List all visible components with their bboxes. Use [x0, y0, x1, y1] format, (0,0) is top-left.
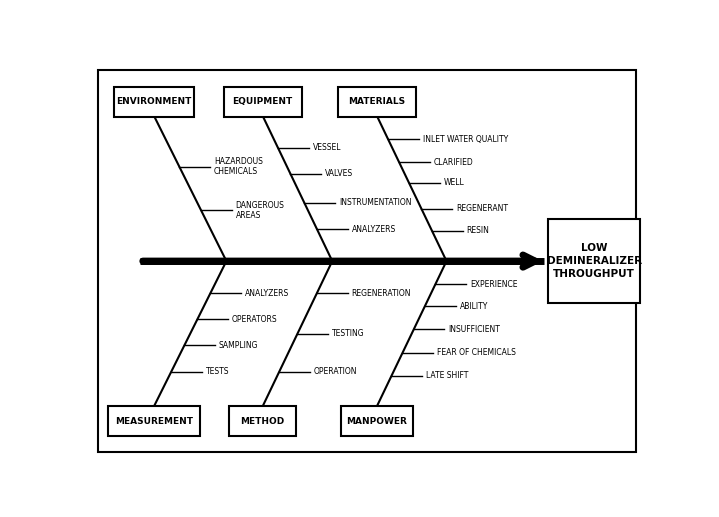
Text: SAMPLING: SAMPLING — [219, 341, 258, 350]
Text: REGENERATION: REGENERATION — [352, 288, 411, 298]
Text: FEAR OF CHEMICALS: FEAR OF CHEMICALS — [437, 348, 516, 357]
Text: LATE SHIFT: LATE SHIFT — [426, 371, 468, 381]
Text: OPERATORS: OPERATORS — [232, 315, 278, 324]
Text: ENVIRONMENT: ENVIRONMENT — [116, 97, 192, 107]
Text: TESTS: TESTS — [206, 367, 229, 376]
Text: ANALYZERS: ANALYZERS — [352, 224, 395, 234]
Text: OPERATION: OPERATION — [314, 367, 357, 376]
Text: EQUIPMENT: EQUIPMENT — [232, 97, 293, 107]
Text: TESTING: TESTING — [332, 329, 365, 338]
FancyBboxPatch shape — [338, 87, 416, 117]
Text: REGENERANT: REGENERANT — [456, 204, 508, 214]
FancyBboxPatch shape — [108, 406, 200, 436]
Text: INLET WATER QUALITY: INLET WATER QUALITY — [423, 134, 508, 144]
Text: MATERIALS: MATERIALS — [348, 97, 406, 107]
FancyBboxPatch shape — [224, 87, 302, 117]
Text: MANPOWER: MANPOWER — [347, 417, 407, 425]
Text: LOW
DEMINERALIZER
THROUGHPUT: LOW DEMINERALIZER THROUGHPUT — [546, 243, 642, 279]
Text: WELL: WELL — [444, 178, 464, 187]
Text: INSUFFICIENT: INSUFFICIENT — [449, 325, 500, 334]
FancyBboxPatch shape — [548, 219, 640, 303]
FancyBboxPatch shape — [341, 406, 413, 436]
Text: HAZARDOUS
CHEMICALS: HAZARDOUS CHEMICALS — [214, 157, 262, 176]
Text: METHOD: METHOD — [240, 417, 285, 425]
Text: DANGEROUS
AREAS: DANGEROUS AREAS — [236, 201, 285, 220]
Text: VESSEL: VESSEL — [313, 143, 341, 152]
Text: INSTRUMENTATION: INSTRUMENTATION — [339, 199, 411, 207]
Text: ANALYZERS: ANALYZERS — [245, 288, 289, 298]
Text: ABILITY: ABILITY — [459, 301, 487, 311]
Text: EXPERIENCE: EXPERIENCE — [470, 280, 518, 289]
Text: VALVES: VALVES — [325, 170, 353, 178]
Text: MEASUREMENT: MEASUREMENT — [115, 417, 193, 425]
FancyBboxPatch shape — [114, 87, 194, 117]
Text: RESIN: RESIN — [467, 226, 490, 235]
Text: CLARIFIED: CLARIFIED — [434, 158, 473, 167]
FancyBboxPatch shape — [229, 406, 296, 436]
